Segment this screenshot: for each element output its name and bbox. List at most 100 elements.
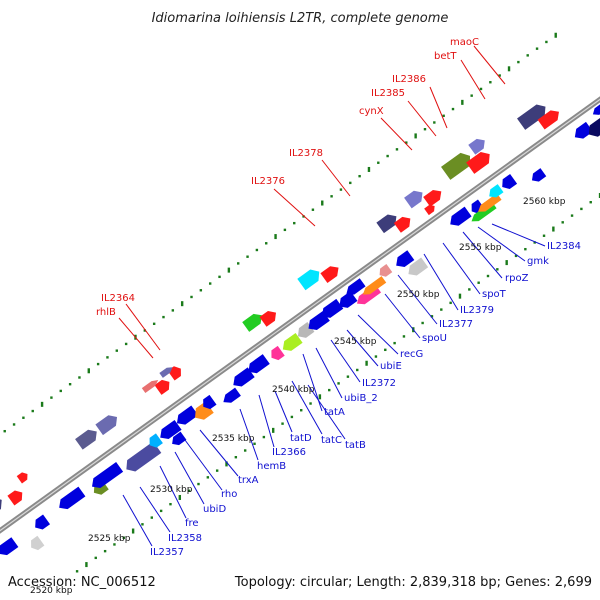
gene-arrow (339, 291, 358, 308)
gene-feature (297, 322, 315, 338)
scale-label: 2560 kbp (523, 197, 566, 207)
gene-feature (160, 419, 182, 440)
gene-arrow (393, 216, 411, 233)
leader-line-blue (199, 429, 239, 477)
gene-arrow (404, 190, 423, 209)
gene-feature (141, 380, 159, 393)
gene-arrow (233, 367, 255, 387)
gene-label-bett: betT (434, 51, 457, 62)
minor-tick (524, 247, 527, 251)
minor-tick (479, 87, 483, 91)
minor-tick (542, 234, 546, 237)
gene-arrow (7, 490, 23, 506)
gene-arrow (195, 401, 214, 420)
minor-tick (545, 40, 548, 44)
gene-feature (320, 266, 339, 284)
gene-feature (404, 190, 423, 209)
scale-label: 2545 kbp (334, 337, 377, 347)
minor-tick (440, 308, 443, 311)
minor-tick (281, 422, 284, 425)
major-tick (131, 528, 135, 534)
gene-arrow (223, 387, 241, 403)
gene-feature (233, 367, 255, 387)
minor-tick (517, 60, 520, 64)
gene-arrow (537, 110, 559, 130)
minor-tick (283, 228, 287, 232)
major-tick (554, 32, 557, 38)
accession-text: Accession: NC_006512 (8, 575, 156, 590)
minor-tick (265, 242, 268, 245)
minor-tick (253, 442, 256, 445)
gene-feature (478, 193, 502, 212)
minor-tick (234, 456, 238, 459)
minor-tick (470, 94, 473, 97)
gene-arrow (502, 173, 518, 190)
minor-tick (433, 121, 436, 124)
minor-tick (106, 356, 109, 359)
gene-feature (346, 278, 366, 295)
gene-label-il2386: IL2386 (392, 74, 426, 85)
figure-title: Idiomarina loihiensis L2TR, complete gen… (152, 11, 449, 26)
gene-arrow (297, 322, 315, 338)
minor-tick (377, 161, 380, 164)
minor-tick (290, 415, 294, 419)
gene-label-il2366: IL2366 (272, 447, 306, 458)
major-tick (85, 562, 88, 568)
gene-feature (271, 345, 285, 361)
leader-line-blue (346, 329, 379, 367)
gene-arrow (172, 431, 187, 446)
gene-feature (282, 332, 303, 351)
gene-feature (92, 461, 124, 489)
gene-arrow (242, 313, 262, 332)
gene-label-rpoz: rpoZ (505, 273, 529, 284)
gene-label-tatd: tatD (290, 433, 312, 444)
minor-tick (423, 127, 427, 131)
gene-feature (468, 138, 485, 155)
gene-feature (517, 104, 546, 130)
leader-line-red (273, 188, 316, 227)
gene-feature (393, 216, 411, 233)
gene-feature (423, 189, 442, 207)
minor-tick (311, 208, 315, 211)
gene-label-rho: rho (221, 489, 237, 500)
gene-feature (75, 429, 97, 450)
gene-label-il2372: IL2372 (362, 378, 396, 389)
genome-summary-text: Topology: circular; Length: 2,839,318 bp… (234, 575, 592, 590)
minor-tick (141, 523, 144, 526)
gene-arrow (362, 276, 387, 295)
minor-tick (386, 154, 389, 158)
minor-tick (68, 383, 72, 386)
gene-arrow (159, 367, 173, 378)
major-tick (40, 401, 44, 407)
gene-feature (35, 514, 51, 530)
minor-tick (430, 315, 434, 318)
major-tick (598, 192, 600, 198)
minor-tick (293, 221, 296, 225)
gene-arrow (35, 514, 51, 530)
gene-arrow (376, 214, 397, 234)
gene-arrow (517, 104, 546, 130)
scale-label: 2535 kbp (212, 434, 255, 444)
gene-label-hemb: hemB (257, 461, 286, 472)
gene-label-il2376: IL2376 (251, 176, 285, 187)
minor-tick (330, 195, 333, 198)
minor-tick (215, 469, 219, 472)
minor-tick (514, 254, 518, 258)
gene-feature (441, 152, 471, 180)
gene-arrow (31, 535, 45, 551)
minor-tick (152, 322, 156, 326)
minor-tick (206, 476, 210, 479)
minor-tick (208, 282, 212, 285)
gene-feature (0, 537, 19, 556)
gene-feature (203, 394, 217, 410)
gene-label-gmk: gmk (527, 256, 549, 267)
minor-tick (199, 289, 203, 292)
scale-label: 2555 kbp (459, 243, 502, 253)
major-tick (227, 267, 231, 273)
minor-tick (526, 54, 529, 57)
leader-line-blue (397, 274, 438, 325)
leader-line-blue (442, 242, 481, 295)
minor-tick (187, 489, 191, 492)
gene-feature (466, 151, 490, 174)
gene-label-ubib-2: ubiB_2 (344, 393, 378, 404)
